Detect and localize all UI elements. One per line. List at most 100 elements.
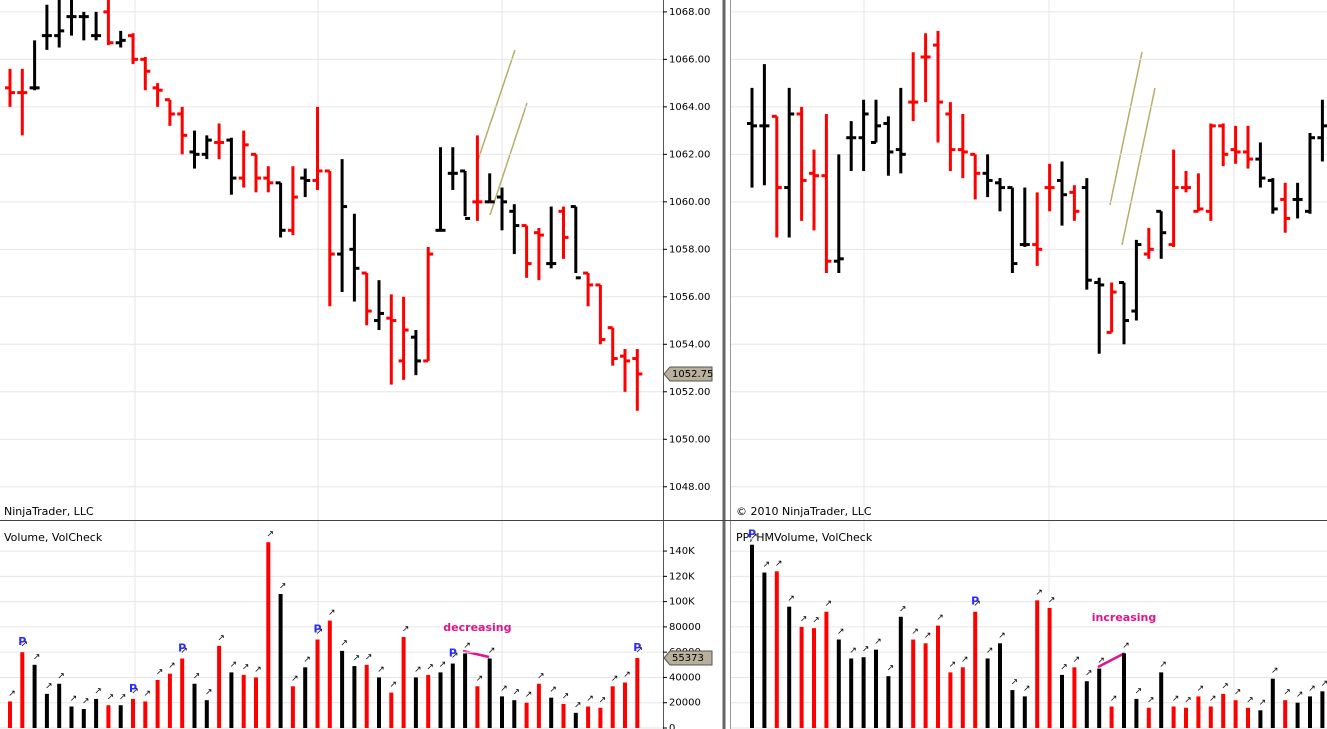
signal-arrow: ↗	[562, 691, 570, 701]
volume-bar	[836, 639, 841, 728]
volume-bar	[861, 657, 866, 728]
signal-arrow: ↗	[1073, 655, 1081, 665]
signal-arrow: ↗	[986, 646, 994, 656]
volume-bar	[254, 677, 258, 728]
signal-arrow: ↗	[205, 688, 213, 698]
signal-arrow: ↗	[599, 695, 607, 705]
signal-arrow: ↗	[328, 608, 336, 618]
y-tick-label: 1050.00	[669, 434, 710, 445]
signal-arrow: ↗	[156, 667, 164, 677]
volume-bar	[561, 703, 566, 728]
y-tick-label: 1064.00	[669, 102, 710, 113]
pivot-label: P	[633, 641, 641, 654]
volume-bar	[1047, 607, 1052, 728]
signal-arrow: ↗	[353, 654, 361, 664]
volume-bar	[315, 639, 320, 728]
volume-bar	[487, 658, 492, 728]
signal-arrow: ↗	[291, 674, 299, 684]
signal-arrow: ↗	[1184, 695, 1192, 705]
y-tick-label: 140K	[669, 546, 695, 557]
signal-arrow: ↗	[168, 661, 176, 671]
volume-bar	[750, 544, 754, 728]
volume-bar	[787, 606, 792, 728]
volume-bar	[167, 673, 172, 728]
volume-bar	[1035, 600, 1040, 728]
volume-bar	[536, 683, 541, 728]
signal-arrow: ↗	[924, 631, 932, 641]
signal-arrow: ↗	[267, 530, 275, 540]
signal-arrow: ↗	[1209, 694, 1217, 704]
volume-bar	[774, 571, 779, 728]
y-tick-label: 1062.00	[669, 149, 710, 160]
y-tick-label: 1056.00	[669, 292, 710, 303]
volume-bar	[377, 677, 381, 728]
y-tick-label: 40000	[669, 672, 701, 683]
volume-bar	[8, 701, 12, 728]
signal-arrow: ↗	[1085, 669, 1093, 679]
signal-arrow: ↗	[574, 700, 582, 710]
copyright: © 2010 NinjaTrader, LLC	[736, 505, 872, 518]
signal-arrow: ↗	[193, 671, 201, 681]
y-tick-label: 0	[669, 723, 675, 729]
volume-bar	[155, 679, 160, 728]
signal-arrow: ↗	[1060, 662, 1068, 672]
signal-arrow: ↗	[1321, 679, 1327, 689]
volume-bar	[352, 666, 357, 728]
volume-bar	[1072, 667, 1077, 728]
signal-arrow: ↗	[340, 638, 348, 648]
signal-arrow: ↗	[1110, 694, 1118, 704]
volume-bar	[1283, 700, 1288, 728]
signal-arrow: ↗	[217, 633, 225, 643]
volume-bar	[290, 686, 295, 728]
signal-arrow: ↗	[414, 665, 422, 675]
volume-bar	[389, 692, 394, 728]
volume-bar	[799, 626, 804, 728]
signal-arrow: ↗	[390, 680, 398, 690]
volume-bar	[204, 700, 209, 728]
volume-bar	[266, 542, 271, 728]
signal-arrow: ↗	[611, 674, 619, 684]
signal-arrow: ↗	[825, 599, 833, 609]
signal-arrow: ↗	[316, 627, 324, 637]
last-value-tag	[663, 650, 713, 666]
signal-arrow: ↗	[119, 693, 127, 703]
signal-arrow: ↗	[911, 627, 919, 637]
pivot-label: P	[748, 528, 756, 541]
volume-bar	[610, 686, 615, 728]
trend-line	[1109, 51, 1143, 206]
last-value-tag	[663, 366, 713, 382]
signal-arrow: ↗	[812, 616, 820, 626]
signal-arrow: ↗	[131, 686, 139, 696]
signal-arrow: ↗	[107, 693, 115, 703]
volume-bar	[192, 683, 197, 728]
signal-arrow: ↗	[230, 660, 238, 670]
volume-bar	[303, 667, 308, 728]
volume-bar	[874, 649, 878, 728]
signal-arrow: ↗	[525, 690, 533, 700]
volume-bar	[812, 628, 816, 728]
signal-arrow: ↗	[750, 532, 758, 542]
volume-bar	[1010, 690, 1015, 728]
volume-bar	[426, 674, 431, 728]
volume-bar	[401, 637, 406, 728]
y-tick-label: 1052.00	[669, 387, 710, 398]
last-value-label: 1052.75	[672, 369, 713, 380]
y-tick-label: 1058.00	[669, 244, 710, 255]
y-tick-label: 1054.00	[669, 339, 710, 350]
signal-arrow: ↗	[1122, 641, 1130, 651]
signal-arrow: ↗	[377, 665, 385, 675]
volume-bar	[573, 712, 578, 728]
signal-arrow: ↗	[949, 660, 957, 670]
signal-arrow: ↗	[1023, 684, 1031, 694]
volume-bar	[340, 650, 345, 728]
volume-bar	[1320, 691, 1325, 728]
volume-bar	[586, 706, 591, 728]
signal-arrow: ↗	[463, 641, 471, 651]
annotation: decreasing	[443, 621, 511, 634]
volume-bar	[106, 705, 111, 728]
signal-arrow: ↗	[1048, 595, 1056, 605]
signal-arrow: ↗	[1308, 684, 1316, 694]
signal-arrow: ↗	[57, 671, 65, 681]
volume-bar	[364, 664, 369, 728]
signal-arrow: ↗	[775, 559, 783, 569]
